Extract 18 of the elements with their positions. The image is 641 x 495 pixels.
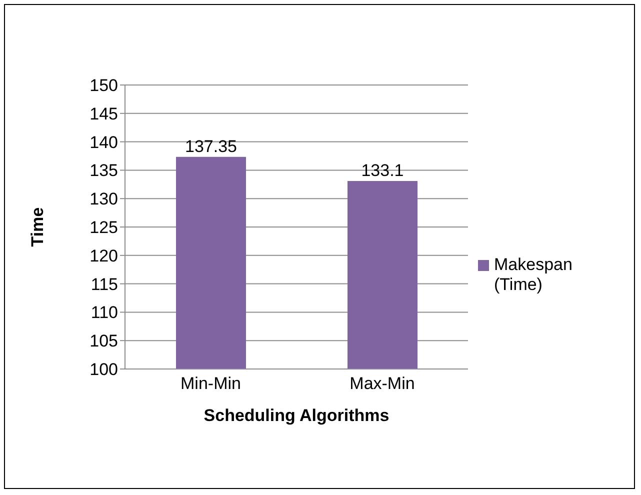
y-tick-label: 120	[90, 246, 118, 266]
y-tick-label: 145	[90, 104, 118, 124]
y-axis-title: Time	[28, 207, 48, 247]
y-tick-label: 150	[90, 76, 118, 96]
x-axis-title: Scheduling Algorithms	[204, 406, 390, 425]
y-tick-label: 130	[90, 190, 118, 209]
y-tick-label: 105	[90, 332, 118, 351]
y-tick-label: 140	[90, 132, 118, 152]
data-label: 133.1	[361, 160, 404, 180]
legend-label: Makespan (Time)	[494, 255, 574, 295]
y-tick-label: 125	[90, 218, 118, 238]
y-tick-label: 110	[90, 303, 118, 322]
x-tick-label: Max-Min	[350, 374, 415, 394]
x-tick-label: Min-Min	[180, 374, 241, 394]
data-label: 137.35	[185, 136, 237, 156]
y-tick-label: 100	[90, 360, 118, 380]
y-tick-label: 135	[90, 161, 118, 180]
y-tick-label: 115	[90, 274, 118, 294]
